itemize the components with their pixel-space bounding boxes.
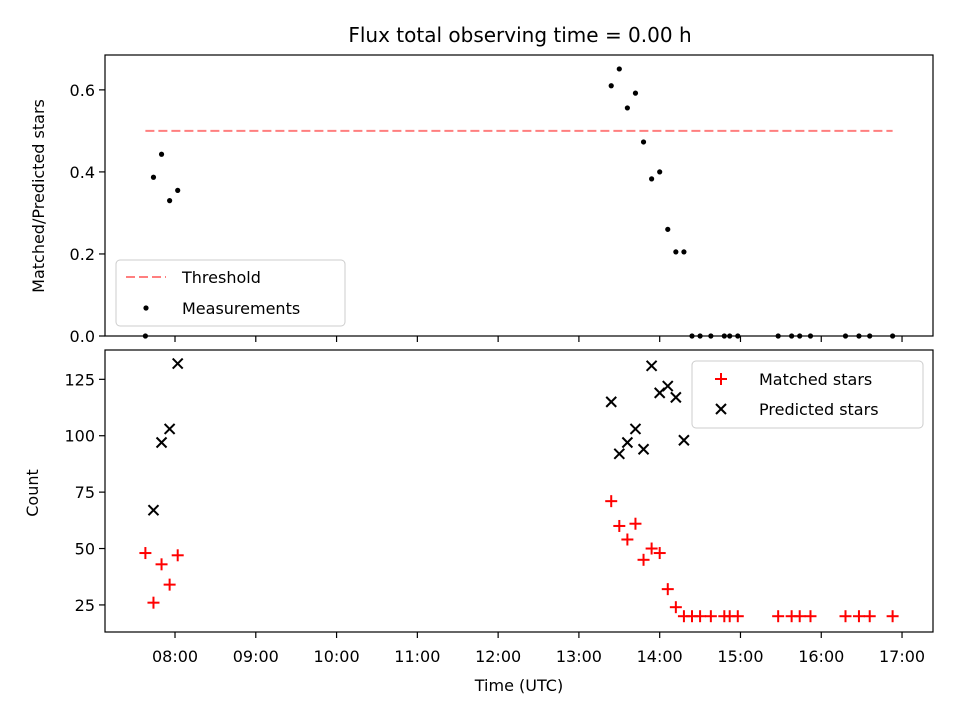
matched-star-point [629,517,642,530]
matched-star-point [155,558,168,571]
measurement-point [665,226,671,232]
measurement-point [657,169,663,175]
matched-star-point [637,553,650,566]
predicted-star-point [670,391,682,404]
matched-star-point [139,547,152,560]
predicted-star-point [605,396,617,408]
bottom-legend: Matched stars Predicted stars [691,360,924,429]
matched-star-point [694,610,707,623]
top-legend-box [115,259,346,327]
matched-star-point [839,610,852,623]
predicted-star-point [629,423,642,435]
top-y-tick-label: 0.6 [70,81,95,100]
predicted-star-point [637,443,650,455]
measurement-point [167,198,173,204]
bottom-y-tick-label: 25 [75,596,95,615]
bottom-x-tick-label: 16:00 [798,647,844,666]
matched-star-point [653,547,666,560]
bottom-marks [139,357,899,623]
bottom-y-ticks: 25 50 75 100 125 [64,370,105,615]
predicted-star-point [678,434,690,446]
bottom-x-tick-label: 11:00 [394,647,440,666]
bottom-x-tick-label: 15:00 [717,647,763,666]
matched-star-point [852,610,865,623]
legend-matched-swatch [715,373,727,385]
measurement-point [616,66,622,72]
matched-star-point [661,583,674,596]
top-panel: 0.0 0.2 0.4 0.6 Matched/Predicted stars Thr… [29,54,934,346]
matched-star-point [731,610,744,623]
top-legend: Threshold Measurements [115,259,346,327]
measurement-point [175,187,181,193]
matched-star-point [613,519,626,532]
matched-star-point [793,610,806,623]
top-x-ticks [174,336,903,342]
measurement-point [673,249,679,255]
top-axes-frame [104,54,934,337]
legend-measurements-label: Measurements [182,299,300,318]
measurement-point [624,105,630,111]
matched-star-point [863,610,876,623]
legend-predicted-swatch [715,403,727,415]
bottom-x-tick-label: 08:00 [152,647,198,666]
bottom-axes-frame [104,349,934,633]
measurement-point [649,176,655,182]
bottom-x-tick-label: 09:00 [233,647,279,666]
matched-star-point [621,533,634,546]
bottom-y-tick-label: 75 [75,483,95,502]
matched-star-point [163,578,176,591]
predicted-star-point [662,380,674,392]
matched-star-point [645,542,658,555]
bottom-x-tick-label: 12:00 [475,647,521,666]
matched-star-point [804,610,817,623]
predicted-star-point [171,357,184,370]
top-marks [142,66,896,339]
matched-star-point [669,601,682,614]
matched-star-point [886,610,899,623]
matched-star-point [704,610,717,623]
bottom-y-tick-label: 125 [64,370,95,389]
bottom-y-tick-label: 50 [75,540,95,559]
top-y-tick-label: 0.2 [70,245,95,264]
legend-predicted-label: Predicted stars [759,400,879,419]
bottom-y-tick-label: 100 [64,427,95,446]
matched-star-point [772,610,785,623]
bottom-x-tick-label: 13:00 [556,647,602,666]
matched-star-point [147,596,160,609]
predicted-star-point [621,436,634,449]
bottom-x-ticks: 08:00 09:00 10:00 11:00 12:00 13:00 14:00 15:00… [152,632,925,666]
legend-matched-label: Matched stars [759,370,872,389]
predicted-star-point [645,360,658,372]
legend-threshold-label: Threshold [181,268,261,287]
predicted-star-point [155,436,168,449]
matched-star-point [605,495,618,508]
top-y-ticks: 0.0 0.2 0.4 0.6 [70,81,105,346]
measurement-point [681,249,687,255]
predicted-star-point [613,448,626,460]
bottom-legend-box [691,360,924,429]
legend-measurements-swatch [143,305,149,311]
bottom-x-tick-label: 14:00 [637,647,683,666]
bottom-x-tick-label: 10:00 [314,647,360,666]
measurement-point [158,151,165,157]
bottom-x-tick-label: 17:00 [879,647,925,666]
top-y-tick-label: 0.0 [70,327,95,346]
measurement-point [150,174,157,180]
bottom-y-axis-label: Count [23,469,42,517]
measurement-point [632,90,639,96]
top-y-axis-label: Matched/Predicted stars [29,99,48,293]
bottom-x-axis-label: Time (UTC) [474,676,563,695]
measurement-point [640,139,647,145]
predicted-star-point [163,423,176,435]
predicted-star-point [147,504,160,516]
chart-title: Flux total observing time = 0.00 h [348,23,691,47]
measurement-point [608,83,614,89]
top-y-tick-label: 0.4 [70,163,95,182]
bottom-panel: 25 50 75 100 125 08:00 09:00 10:00 11:00 12:00 13… [23,349,934,695]
matched-star-point [171,549,184,562]
